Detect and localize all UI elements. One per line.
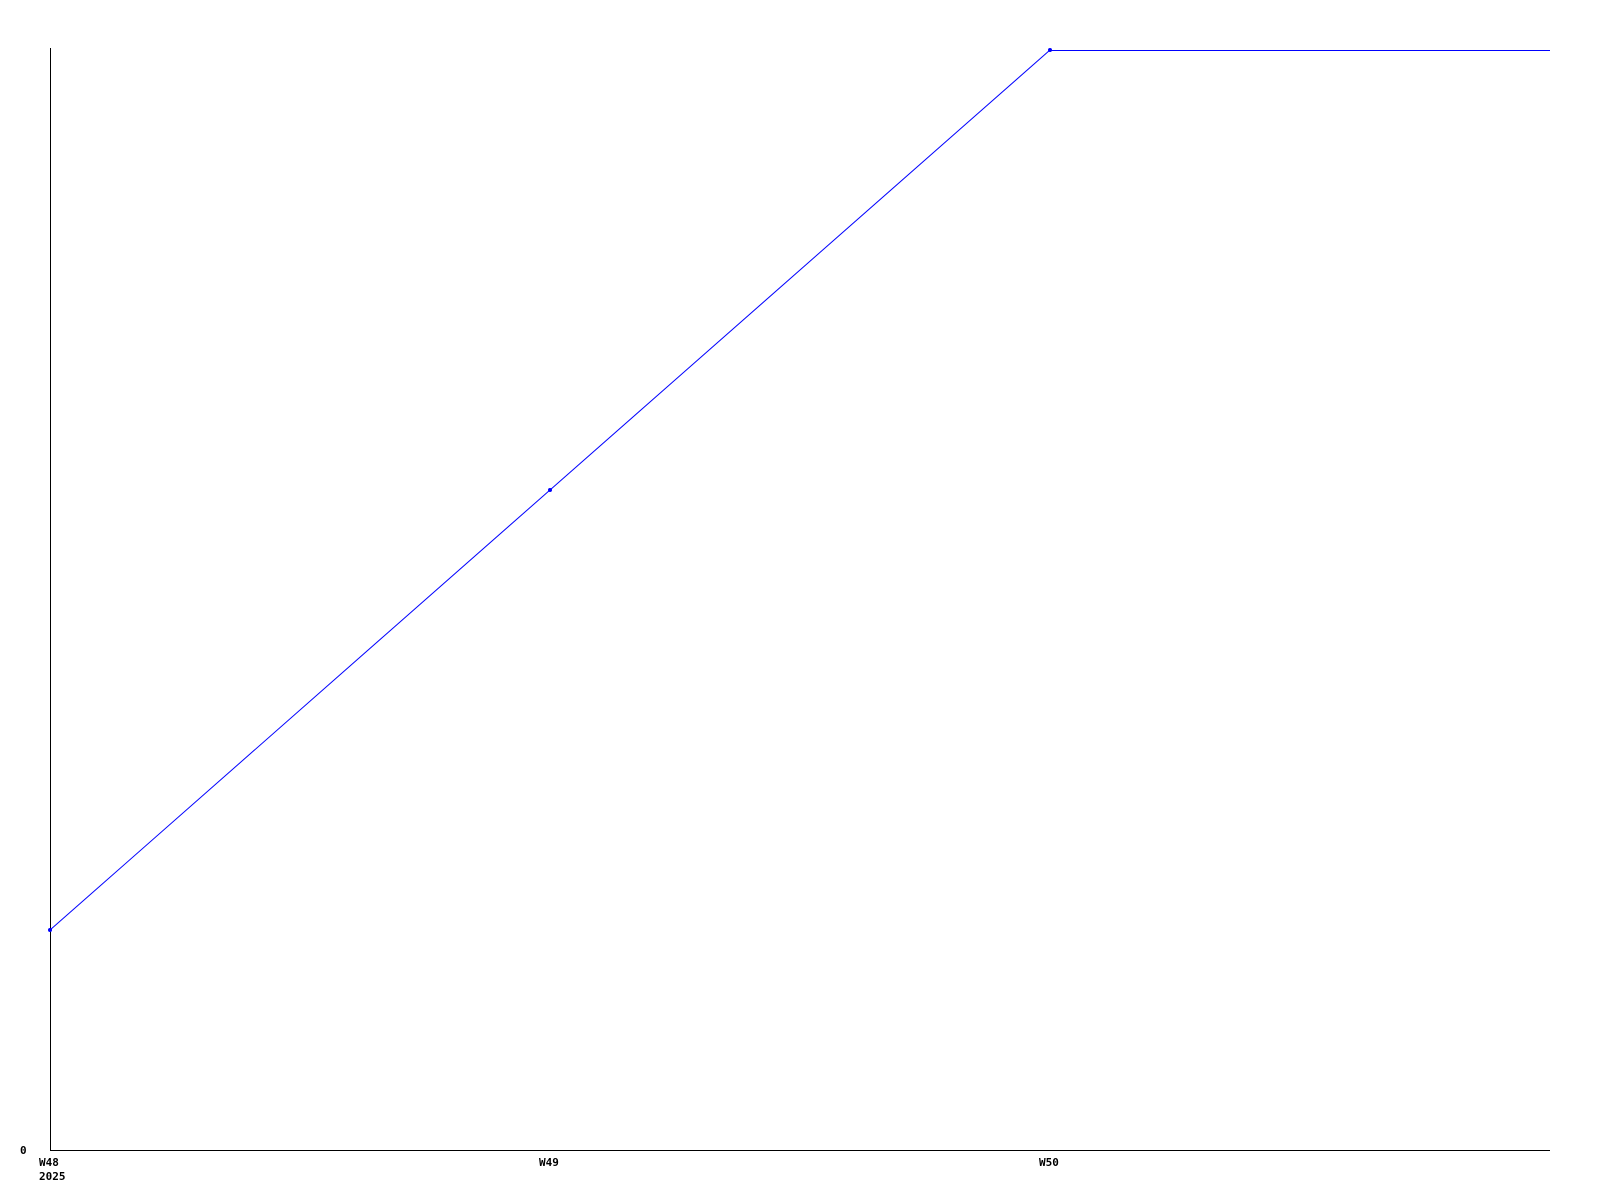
x-tick-sublabel-year: 2025 bbox=[39, 1170, 66, 1183]
x-tick-label-w50: W50 bbox=[1039, 1156, 1059, 1169]
data-point-w48 bbox=[48, 928, 52, 932]
x-tick-label-w48: W48 bbox=[39, 1156, 59, 1169]
data-point-w49 bbox=[548, 488, 552, 492]
y-tick-label-0: 0 bbox=[20, 1144, 27, 1157]
data-point-w50 bbox=[1048, 48, 1052, 52]
x-tick-label-w49: W49 bbox=[539, 1156, 559, 1169]
